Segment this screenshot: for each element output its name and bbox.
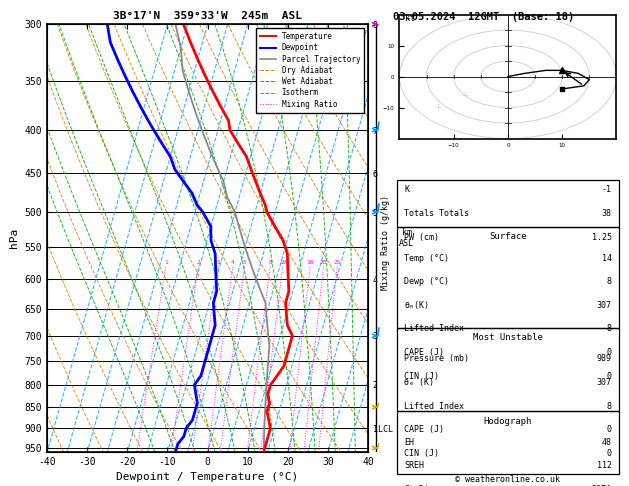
- Text: Lifted Index: Lifted Index: [404, 325, 464, 333]
- Text: 16: 16: [306, 260, 314, 264]
- Text: 0: 0: [607, 348, 611, 357]
- Text: 3: 3: [216, 260, 220, 264]
- Text: © weatheronline.co.uk: © weatheronline.co.uk: [455, 475, 560, 484]
- Text: 4: 4: [231, 260, 235, 264]
- Text: PW (cm): PW (cm): [404, 233, 439, 242]
- Text: +: +: [434, 103, 441, 112]
- Text: 307: 307: [597, 378, 611, 387]
- Text: Pressure (mb): Pressure (mb): [404, 354, 469, 364]
- Text: +: +: [461, 90, 468, 100]
- Text: 8: 8: [607, 277, 611, 286]
- Text: StmDir: StmDir: [404, 485, 434, 486]
- Bar: [397, 328, 619, 411]
- Text: 0: 0: [607, 372, 611, 381]
- Text: EH: EH: [404, 438, 414, 447]
- Text: CAPE (J): CAPE (J): [404, 425, 444, 434]
- Bar: [397, 180, 619, 227]
- Text: Hodograph: Hodograph: [484, 417, 532, 426]
- Text: 8: 8: [607, 325, 611, 333]
- Text: CAPE (J): CAPE (J): [404, 348, 444, 357]
- Text: 1: 1: [164, 260, 167, 264]
- Text: θₑ(K): θₑ(K): [404, 301, 429, 310]
- Text: 8: 8: [268, 260, 272, 264]
- Text: 1.25: 1.25: [592, 233, 611, 242]
- Text: 20: 20: [320, 260, 327, 264]
- Text: 5: 5: [243, 260, 247, 264]
- Bar: [397, 227, 619, 328]
- Text: SREH: SREH: [404, 461, 424, 470]
- Text: 03.05.2024  12GMT  (Base: 18): 03.05.2024 12GMT (Base: 18): [393, 12, 574, 22]
- Text: 0: 0: [607, 425, 611, 434]
- Text: 0: 0: [607, 449, 611, 458]
- Text: kt: kt: [405, 14, 415, 23]
- Text: 10: 10: [279, 260, 286, 264]
- X-axis label: Dewpoint / Temperature (°C): Dewpoint / Temperature (°C): [116, 472, 299, 483]
- Text: -1: -1: [602, 186, 611, 194]
- Text: 989: 989: [597, 354, 611, 364]
- Text: 8: 8: [607, 401, 611, 411]
- Text: 38: 38: [602, 209, 611, 218]
- Y-axis label: km
ASL: km ASL: [399, 228, 415, 248]
- Text: Mixing Ratio (g/kg): Mixing Ratio (g/kg): [381, 195, 390, 291]
- Text: θₑ (K): θₑ (K): [404, 378, 434, 387]
- Text: 14: 14: [602, 254, 611, 262]
- Text: 112: 112: [597, 461, 611, 470]
- Title: 3B°17'N  359°33'W  245m  ASL: 3B°17'N 359°33'W 245m ASL: [113, 11, 302, 21]
- Text: 2: 2: [196, 260, 200, 264]
- Legend: Temperature, Dewpoint, Parcel Trajectory, Dry Adiabat, Wet Adiabat, Isotherm, Mi: Temperature, Dewpoint, Parcel Trajectory…: [257, 28, 364, 112]
- Text: Surface: Surface: [489, 232, 526, 242]
- Text: K: K: [404, 186, 409, 194]
- Text: Dewp (°C): Dewp (°C): [404, 277, 449, 286]
- Text: Temp (°C): Temp (°C): [404, 254, 449, 262]
- Bar: [397, 411, 619, 474]
- Text: 48: 48: [602, 438, 611, 447]
- Text: 25: 25: [333, 260, 341, 264]
- Y-axis label: hPa: hPa: [9, 228, 19, 248]
- Text: Totals Totals: Totals Totals: [404, 209, 469, 218]
- Text: Lifted Index: Lifted Index: [404, 401, 464, 411]
- Text: CIN (J): CIN (J): [404, 372, 439, 381]
- Text: CIN (J): CIN (J): [404, 449, 439, 458]
- Text: 307: 307: [597, 301, 611, 310]
- Text: 287°: 287°: [592, 485, 611, 486]
- Text: Most Unstable: Most Unstable: [473, 333, 543, 342]
